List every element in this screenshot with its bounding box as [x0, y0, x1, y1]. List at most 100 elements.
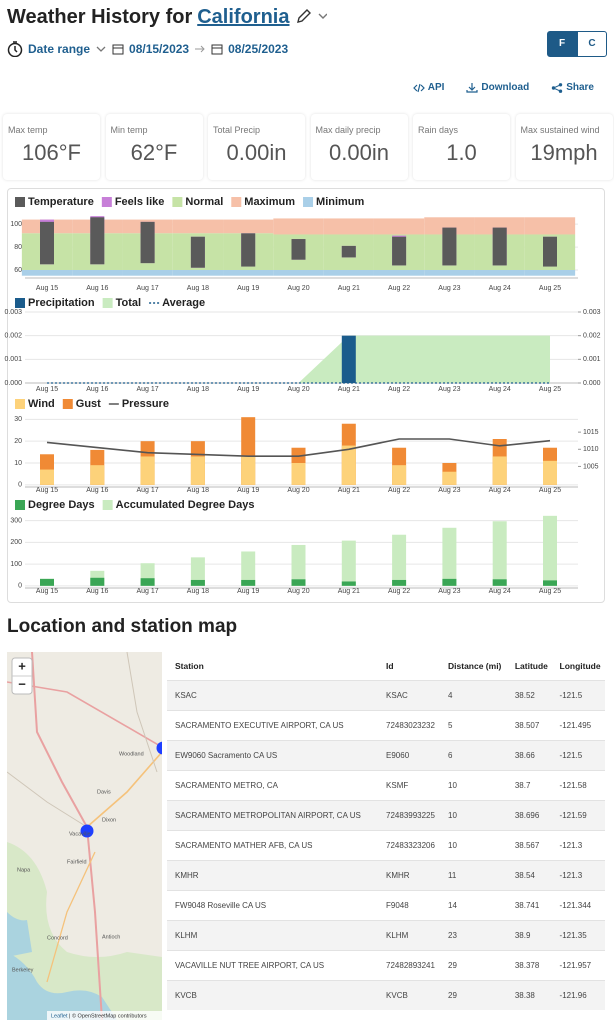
place-label: Vacaville — [69, 831, 91, 837]
calendar-icon — [112, 44, 124, 55]
table-cell: 38.507 — [506, 710, 552, 741]
share-label: Share — [566, 82, 594, 93]
zoom-out[interactable]: − — [18, 676, 26, 691]
unit-c[interactable]: C — [577, 31, 607, 57]
x-tick-label: Aug 20 — [287, 588, 309, 595]
bar — [190, 456, 205, 485]
y2-tick-label: 0.000 — [583, 380, 601, 387]
table-cell: KSAC — [167, 680, 379, 711]
stat-card: Max temp 106°F — [3, 114, 100, 180]
stat-label: Max temp — [8, 125, 48, 135]
band — [21, 269, 73, 276]
stat-label: Max sustained wind — [520, 125, 600, 135]
api-label: API — [427, 82, 445, 93]
station-marker[interactable] — [80, 824, 94, 838]
band — [424, 217, 475, 235]
chart-panel — [7, 188, 605, 603]
band — [172, 269, 224, 276]
place-label: Woodland — [119, 751, 144, 757]
table-row: KVCB KVCB 29 38.38 -121.96 — [167, 980, 605, 1010]
page-title: Weather History for California — [7, 6, 328, 29]
share-button[interactable]: Share — [551, 82, 594, 93]
zoom-in[interactable]: + — [18, 658, 26, 673]
y-tick-label: 100 — [10, 221, 22, 228]
bar — [543, 580, 557, 586]
x-tick-label: Aug 25 — [539, 588, 561, 595]
code-icon — [412, 83, 425, 92]
bar — [341, 540, 356, 586]
location-link[interactable]: California — [197, 6, 290, 28]
bar — [40, 469, 54, 485]
edit-icon[interactable] — [295, 8, 328, 24]
date-range-dropdown[interactable]: Date range — [28, 42, 91, 56]
table-cell: EW9060 Sacramento CA US — [167, 740, 379, 771]
table-cell: 72483323206 — [378, 830, 441, 861]
band — [273, 218, 324, 235]
place-label: Berkeley — [12, 967, 34, 973]
map[interactable]: + − Woodland Davis Dixon Vacaville Fairfield Na… — [7, 652, 162, 1020]
api-button[interactable]: API — [412, 82, 445, 93]
table-cell: -121.3 — [551, 830, 605, 861]
band — [223, 219, 274, 234]
bar — [492, 456, 507, 485]
bar — [543, 515, 557, 586]
download-button[interactable]: Download — [466, 82, 529, 93]
bar — [140, 578, 155, 586]
attribution-link[interactable]: Leaflet — [51, 1013, 68, 1019]
bar — [392, 465, 407, 485]
download-label: Download — [481, 82, 530, 93]
x-tick-label: Aug 16 — [86, 487, 108, 494]
y-tick-label: 0.000 — [4, 380, 22, 387]
legend-label: Gust — [76, 398, 101, 410]
station-marker[interactable] — [156, 741, 163, 755]
bar — [140, 456, 155, 485]
legend-label: Wind — [28, 398, 55, 410]
bar — [241, 551, 256, 586]
bar — [442, 527, 457, 586]
bar — [341, 445, 356, 485]
range-bar — [492, 227, 507, 266]
legend-swatch — [15, 399, 25, 409]
x-tick-label: Aug 15 — [36, 386, 58, 393]
band — [373, 218, 425, 235]
table-cell: KLHM — [378, 920, 441, 951]
stat-value: 62°F — [130, 140, 178, 165]
table-cell: 38.696 — [506, 800, 552, 831]
table-cell: -121.495 — [551, 710, 605, 741]
table-row: VACAVILLE NUT TREE AIRPORT, CA US 7248289… — [167, 950, 605, 981]
y2-tick-label: 0.002 — [583, 333, 601, 340]
stat-label: Min temp — [110, 125, 148, 135]
y-tick-label: 60 — [14, 267, 22, 274]
x-tick-label: Aug 19 — [237, 588, 259, 595]
bar — [392, 579, 407, 586]
start-date[interactable]: 08/15/2023 — [129, 42, 190, 56]
x-tick-label: Aug 25 — [539, 386, 561, 393]
end-date[interactable]: 08/25/2023 — [228, 42, 289, 56]
y-tick-label: 0.001 — [4, 356, 22, 363]
table-cell: 72483023232 — [378, 710, 441, 741]
unit-f[interactable]: F — [547, 31, 577, 57]
bar — [341, 335, 356, 383]
table-cell: -121.5 — [551, 740, 605, 771]
x-tick-label: Aug 19 — [237, 487, 259, 494]
x-tick-label: Aug 16 — [86, 285, 108, 292]
x-tick-label: Aug 23 — [438, 386, 460, 393]
legend-swatch — [172, 197, 183, 207]
stat-value: 0.00in — [329, 140, 389, 165]
x-tick-label: Aug 21 — [338, 487, 360, 494]
x-tick-label: Aug 19 — [237, 386, 259, 393]
range-bar — [442, 227, 457, 266]
attribution: | © OpenStreetMap contributors — [69, 1012, 147, 1019]
bar — [40, 578, 54, 586]
stat-card: Total Precip 0.00in — [208, 114, 305, 180]
chevron — [96, 46, 106, 52]
place-label: Davis — [97, 789, 111, 795]
station-table: Station Id Distance (mi) Latitude Longitude K… — [167, 652, 605, 1010]
legend-swatch — [62, 399, 73, 409]
x-tick-label: Aug 25 — [539, 285, 561, 292]
y-tick-label: 200 — [10, 539, 22, 546]
table-cell: -121.3 — [551, 860, 605, 891]
band — [72, 269, 123, 276]
table-cell: KVCB — [378, 980, 441, 1010]
table-cell: 23 — [440, 920, 507, 951]
